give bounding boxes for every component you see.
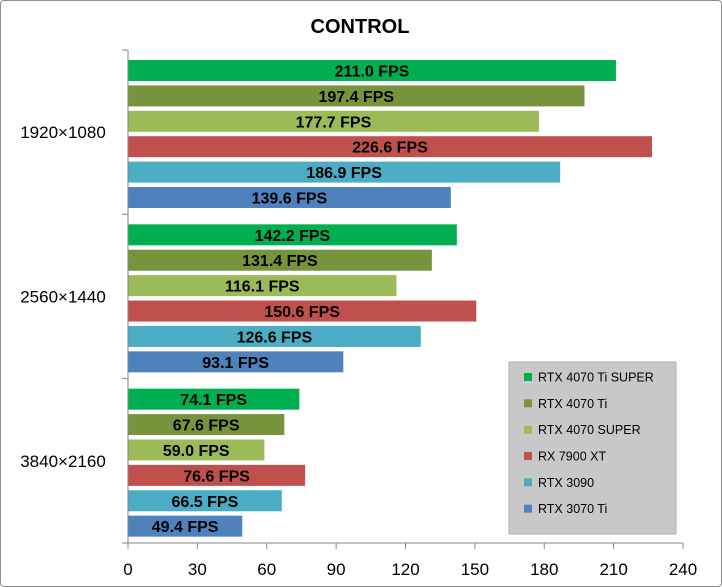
- bar-0-2: [128, 110, 539, 132]
- legend-swatch-4: [524, 478, 532, 487]
- bar-2-3: [128, 464, 306, 486]
- legend-label-2: RTX 4070 SUPER: [538, 423, 641, 437]
- data-label-0-0: 211.0 FPS: [335, 64, 410, 81]
- bar-0-1: [128, 85, 585, 107]
- data-label-2-1: 67.6 FPS: [173, 418, 240, 435]
- data-label-2-5: 49.4 FPS: [152, 519, 219, 536]
- legend-swatch-5: [524, 504, 532, 513]
- legend-swatch-3: [524, 452, 532, 460]
- legend-swatch-1: [524, 399, 532, 408]
- legend-label-3: RX 7900 XT: [538, 450, 606, 464]
- x-tick-label-7: 210: [599, 560, 627, 579]
- legend-swatch-2: [524, 425, 532, 434]
- x-tick-label-6: 180: [530, 560, 558, 579]
- legend-label-0: RTX 4070 Ti SUPER: [538, 371, 654, 385]
- data-label-1-4: 126.6 FPS: [237, 329, 313, 346]
- legend-box: [508, 361, 677, 535]
- x-tick-label-0: 0: [123, 560, 132, 579]
- bar-2-2: [128, 439, 265, 461]
- y-category-label-1: 2560×1440: [20, 288, 106, 307]
- data-label-0-5: 139.6 FPS: [252, 191, 328, 208]
- bar-1-3: [128, 300, 477, 322]
- data-label-2-3: 76.6 FPS: [183, 468, 250, 485]
- legend-swatch-0: [524, 373, 532, 381]
- data-label-1-3: 150.6 FPS: [264, 304, 340, 321]
- data-label-0-3: 226.6 FPS: [352, 140, 428, 157]
- data-label-1-5: 93.1 FPS: [202, 355, 269, 372]
- x-tick-label-1: 30: [188, 560, 207, 579]
- legend-label-5: RTX 3070 Ti: [538, 502, 607, 516]
- x-tick-label-8: 240: [669, 560, 697, 579]
- bar-0-4: [128, 161, 561, 183]
- data-label-2-2: 59.0 FPS: [163, 443, 230, 460]
- legend-label-4: RTX 3090: [538, 476, 594, 490]
- bar-0-3: [128, 136, 653, 158]
- bar-2-4: [128, 490, 282, 512]
- y-category-label-2: 3840×2160: [20, 452, 106, 471]
- bar-0-5: [128, 187, 451, 208]
- data-label-1-1: 131.4 FPS: [242, 253, 318, 270]
- data-label-1-0: 142.2 FPS: [255, 228, 331, 245]
- x-tick-label-5: 150: [461, 560, 489, 579]
- bar-1-2: [128, 275, 397, 297]
- bar-1-0: [128, 224, 457, 246]
- data-label-1-2: 116.1 FPS: [225, 279, 300, 296]
- bar-1-5: [128, 351, 344, 373]
- bar-2-0: [128, 388, 300, 410]
- data-label-0-4: 186.9 FPS: [306, 165, 382, 182]
- x-tick-label-4: 120: [391, 560, 419, 579]
- data-label-2-4: 66.5 FPS: [172, 494, 239, 511]
- bar-0-0: [128, 60, 616, 81]
- y-category-label-0: 1920×1080: [20, 123, 106, 142]
- bar-1-1: [128, 249, 432, 271]
- bar-2-5: [128, 515, 243, 537]
- data-label-2-0: 74.1 FPS: [180, 392, 247, 409]
- chart-title: CONTROL: [311, 16, 410, 38]
- x-tick-label-2: 60: [257, 560, 276, 579]
- data-label-0-1: 197.4 FPS: [318, 89, 394, 106]
- bar-2-1: [128, 414, 285, 436]
- legend-label-1: RTX 4070 Ti: [538, 397, 607, 411]
- x-tick-label-3: 90: [327, 560, 346, 579]
- data-label-0-2: 177.7 FPS: [296, 114, 372, 131]
- bar-1-4: [128, 325, 421, 347]
